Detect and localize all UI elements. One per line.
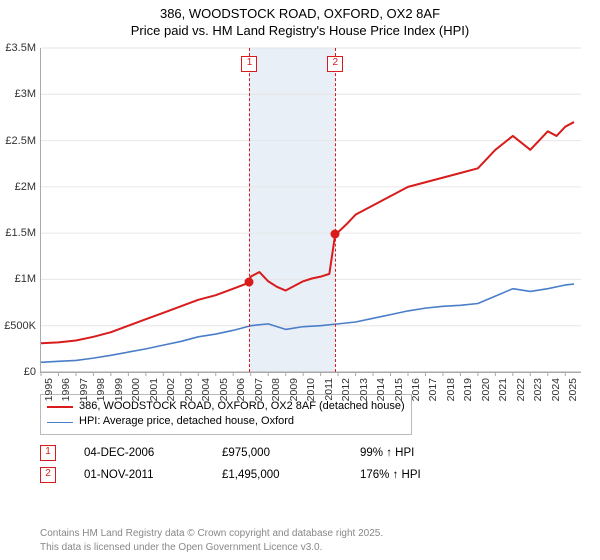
y-tick-label: £2.5M xyxy=(0,135,36,147)
y-tick-label: £1.5M xyxy=(0,227,36,239)
marker-line-1 xyxy=(249,48,250,372)
y-tick-label: £500K xyxy=(0,320,36,332)
table-hpi: 176% ↑ HPI xyxy=(360,469,421,481)
y-tick-label: £2M xyxy=(0,181,36,193)
y-tick-label: £1M xyxy=(0,273,36,285)
table-date: 01-NOV-2011 xyxy=(84,469,194,481)
marker-line-2 xyxy=(335,48,336,372)
series-hpi xyxy=(41,284,574,362)
table-hpi: 99% ↑ HPI xyxy=(360,447,414,459)
sale-point-1 xyxy=(245,277,254,286)
table-marker: 2 xyxy=(40,467,56,483)
table-price: £1,495,000 xyxy=(222,469,332,481)
chart-title: 386, WOODSTOCK ROAD, OXFORD, OX2 8AF Pri… xyxy=(0,0,600,40)
plot-area: 12 xyxy=(40,48,581,373)
chart-container: 386, WOODSTOCK ROAD, OXFORD, OX2 8AF Pri… xyxy=(0,0,600,560)
legend-row: HPI: Average price, detached house, Oxfo… xyxy=(47,414,405,429)
sale-point-2 xyxy=(331,229,340,238)
footer-line-1: Contains HM Land Registry data © Crown c… xyxy=(40,527,383,541)
title-line-1: 386, WOODSTOCK ROAD, OXFORD, OX2 8AF xyxy=(0,6,600,23)
title-line-2: Price paid vs. HM Land Registry's House … xyxy=(0,23,600,40)
table-marker: 1 xyxy=(40,445,56,461)
footer-line-2: This data is licensed under the Open Gov… xyxy=(40,541,383,555)
table-price: £975,000 xyxy=(222,447,332,459)
table-date: 04-DEC-2006 xyxy=(84,447,194,459)
y-tick-label: £3M xyxy=(0,88,36,100)
legend-swatch xyxy=(47,422,73,423)
legend-label: HPI: Average price, detached house, Oxfo… xyxy=(79,414,294,429)
marker-badge-1: 1 xyxy=(241,56,257,72)
y-tick-label: £0 xyxy=(0,366,36,378)
footer-attribution: Contains HM Land Registry data © Crown c… xyxy=(40,527,383,554)
line-plot-svg xyxy=(41,48,581,372)
table-row: 1 04-DEC-2006 £975,000 99% ↑ HPI xyxy=(40,445,580,461)
sales-table: 1 04-DEC-2006 £975,000 99% ↑ HPI 2 01-NOV-201… xyxy=(40,445,580,483)
marker-badge-2: 2 xyxy=(327,56,343,72)
x-tick-label: 2025 xyxy=(567,378,600,410)
y-tick-label: £3.5M xyxy=(0,42,36,54)
table-row: 2 01-NOV-2011 £1,495,000 176% ↑ HPI xyxy=(40,467,580,483)
